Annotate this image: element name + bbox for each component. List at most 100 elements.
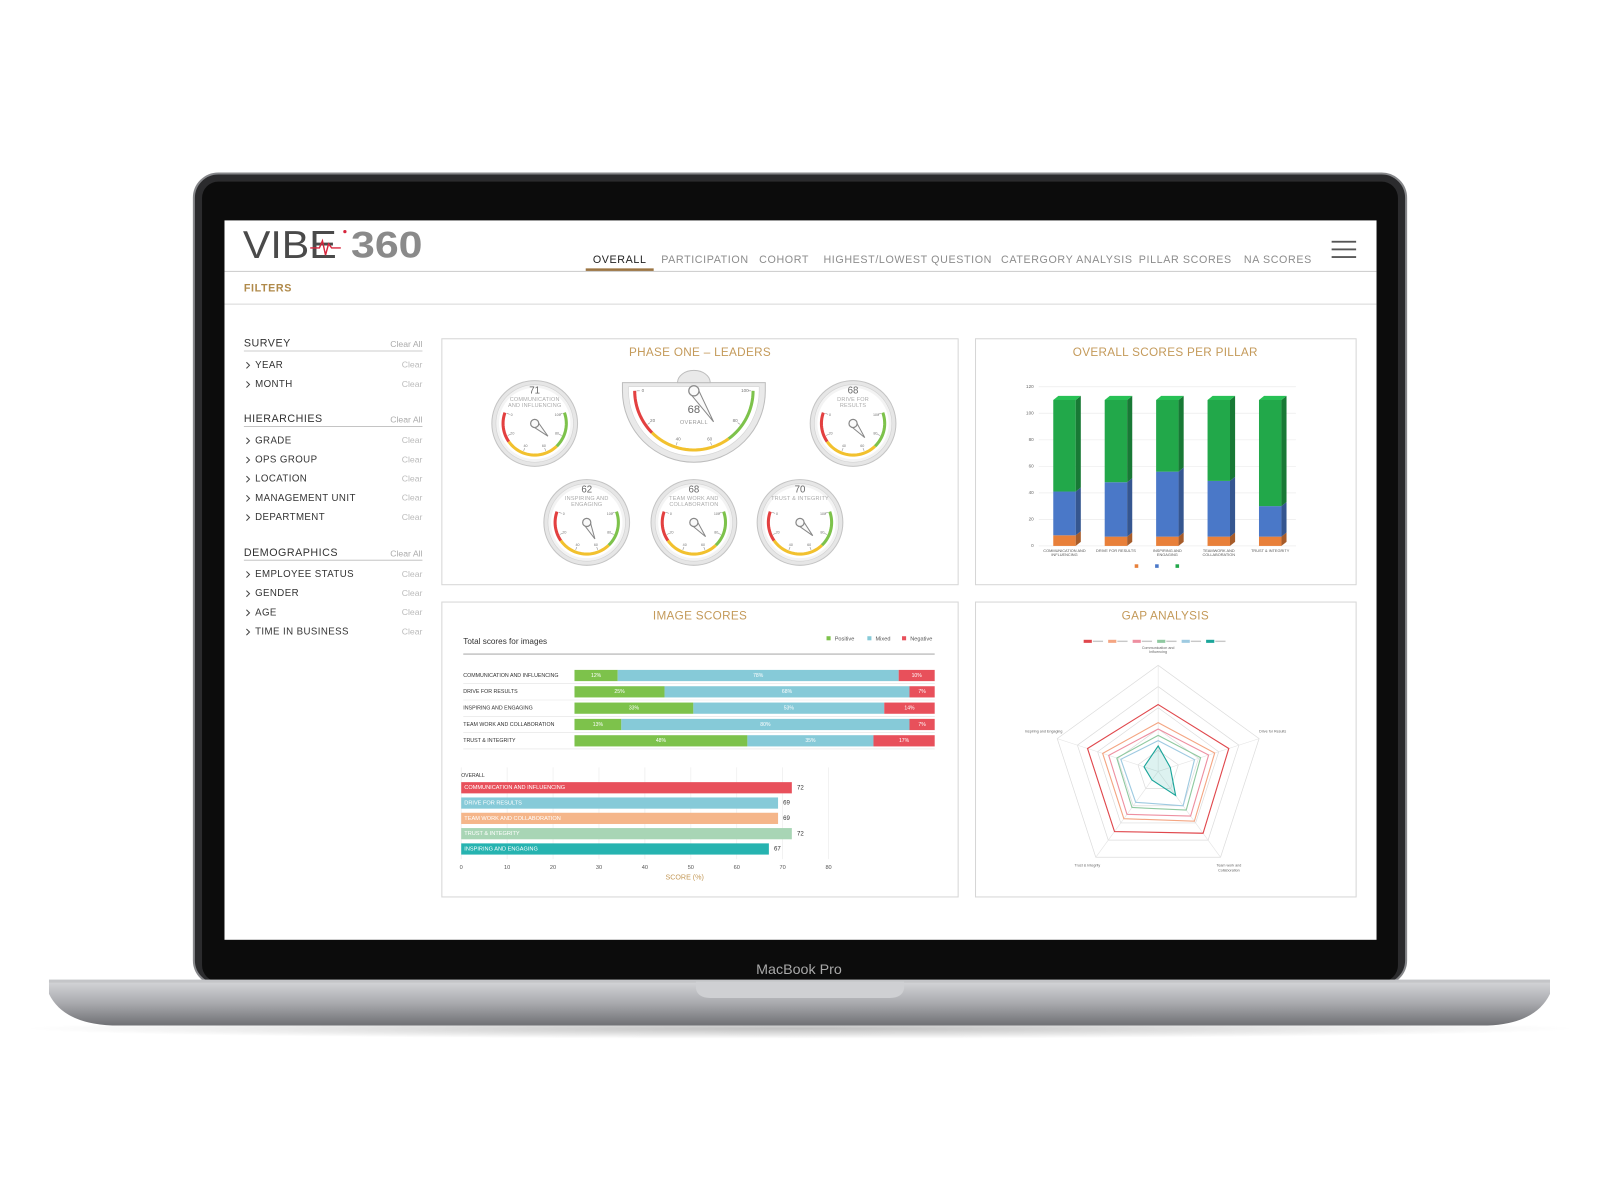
y-tick-label: 120 xyxy=(1026,384,1034,389)
gauge-tick-label: 100 xyxy=(555,413,561,417)
bar xyxy=(461,812,779,824)
clear-all[interactable]: Clear All xyxy=(390,415,422,425)
filter-item[interactable]: LOCATION xyxy=(255,474,307,485)
nav-tab[interactable]: COHORT xyxy=(759,254,809,266)
radar-ring xyxy=(1097,707,1220,824)
gauge-tick xyxy=(558,433,562,436)
legend-label: Mixed xyxy=(876,636,891,642)
gauge-hub xyxy=(582,517,592,528)
clear[interactable]: Clear xyxy=(402,512,423,522)
clear[interactable]: Clear xyxy=(402,493,423,503)
gauge-tick-label: 40 xyxy=(842,444,846,448)
panel-title: GAP ANALYSIS xyxy=(1122,609,1209,622)
clear[interactable]: Clear xyxy=(402,454,423,464)
chevron xyxy=(246,514,251,521)
gauge-tick-label: 80 xyxy=(607,530,611,534)
menu-bar xyxy=(1331,256,1357,258)
clear[interactable]: Clear xyxy=(402,588,423,598)
radar-axis-label: Drive for Results xyxy=(1259,729,1287,734)
filter-item[interactable]: MANAGEMENT UNIT xyxy=(255,493,356,504)
gauge-tick xyxy=(611,512,615,514)
clear[interactable]: Clear xyxy=(402,626,423,636)
bar-category-label: DRIVE FOR RESULTS xyxy=(464,801,522,807)
chevron xyxy=(246,361,251,369)
gauge-band xyxy=(772,539,823,556)
bar-segment xyxy=(909,718,935,731)
x-tick-label: 70 xyxy=(780,865,786,871)
filter-item[interactable]: GRADE xyxy=(255,435,292,446)
base-edge xyxy=(48,979,1550,983)
clear[interactable]: Clear xyxy=(402,435,423,445)
nav-tab[interactable]: CATERGORY ANALYSIS xyxy=(1001,254,1133,266)
gauge-tick xyxy=(507,433,511,436)
filter-item[interactable]: GENDER xyxy=(255,588,299,599)
clear[interactable]: Clear xyxy=(402,379,423,389)
gauge-label-box: INSPIRING AND ENGAGING xyxy=(564,495,609,509)
gauge-tick xyxy=(718,512,722,514)
gauge-tick-label: 80 xyxy=(733,418,739,423)
bar-segment xyxy=(574,686,665,698)
gauge-tick xyxy=(825,413,829,415)
bar xyxy=(461,782,792,794)
bar-value-label: 68% xyxy=(782,689,793,695)
nav-tab[interactable]: NA SCORES xyxy=(1244,254,1312,266)
nav-tab[interactable]: PILLAR SCORES xyxy=(1139,254,1232,266)
clear[interactable]: Clear xyxy=(402,607,423,617)
legend-swatch xyxy=(1157,639,1166,643)
gauge-tick xyxy=(824,532,828,535)
gauge-band xyxy=(727,390,755,440)
y-tick-label: 100 xyxy=(1026,410,1034,415)
filter-item[interactable]: DEPARTMENT xyxy=(255,512,325,523)
bar-segment-side xyxy=(1281,502,1287,537)
gauge-band xyxy=(555,412,568,448)
filter-item[interactable]: OPS GROUP xyxy=(255,455,317,466)
bar-segment-side xyxy=(1178,467,1184,537)
legend-label: Positive xyxy=(835,636,855,642)
bar-segment-side xyxy=(1281,395,1287,507)
gauge-value: 62 xyxy=(581,484,592,495)
bar-segment xyxy=(574,702,694,714)
y-tick-label: 80 xyxy=(1029,437,1035,442)
clear[interactable]: Clear xyxy=(402,569,423,579)
gauge-tick xyxy=(825,433,829,436)
filter-group-title: DEMOGRAPHICS xyxy=(244,547,338,559)
gauge-tick-label: 100 xyxy=(714,512,720,516)
filter-item[interactable]: AGE xyxy=(255,607,277,618)
gauge-tick-label: 100 xyxy=(607,512,613,516)
radar-axis-label: Trust & Integrity xyxy=(1074,863,1101,868)
x-tick-label-box: TRUST & INTEGRITY xyxy=(1251,549,1289,553)
gauge-tick-label: 60 xyxy=(807,543,811,547)
menu-button[interactable] xyxy=(1331,240,1357,258)
bar-segment xyxy=(1156,536,1179,546)
bar-segment-side xyxy=(1281,532,1287,546)
bar-segment xyxy=(1207,536,1230,546)
device-label: MacBook Pro xyxy=(756,962,842,978)
row-label: INSPIRING AND ENGAGING xyxy=(463,706,532,712)
clear-all[interactable]: Clear All xyxy=(390,548,422,558)
nav-tab[interactable]: HIGHEST/LOWEST QUESTION xyxy=(823,254,992,266)
radar-series xyxy=(1101,721,1216,822)
nav-tab[interactable]: OVERALL xyxy=(593,254,647,266)
gauge-label-box: COMMUNICATION AND INFLUENCING xyxy=(508,397,561,409)
gauge-tick xyxy=(675,442,678,446)
panel-title: IMAGE SCORES xyxy=(653,609,747,622)
gauge-tick-label: 80 xyxy=(555,431,559,435)
filter-item[interactable]: MONTH xyxy=(255,379,293,390)
filter-item[interactable]: EMPLOYEE STATUS xyxy=(255,569,354,580)
clear-all[interactable]: Clear All xyxy=(390,339,422,349)
filters-title[interactable]: FILTERS xyxy=(244,283,292,295)
bar-segment xyxy=(884,702,935,714)
nav-tab[interactable]: PARTICIPATION xyxy=(661,254,748,266)
filter-item[interactable]: TIME IN BUSINESS xyxy=(255,627,349,638)
clear[interactable]: Clear xyxy=(402,473,423,483)
clear[interactable]: Clear xyxy=(402,360,423,370)
bar-top xyxy=(1104,395,1133,400)
gauge-tick-label: 40 xyxy=(576,543,580,547)
gauge-tick-label: 60 xyxy=(860,444,864,448)
filter-item[interactable]: YEAR xyxy=(255,360,283,371)
legend-text-placeholder xyxy=(1215,640,1226,643)
bar-value-label: 80% xyxy=(760,722,771,728)
gauge-band xyxy=(501,412,511,443)
gauge-label: INSPIRING AND ENGAGING xyxy=(564,495,609,509)
